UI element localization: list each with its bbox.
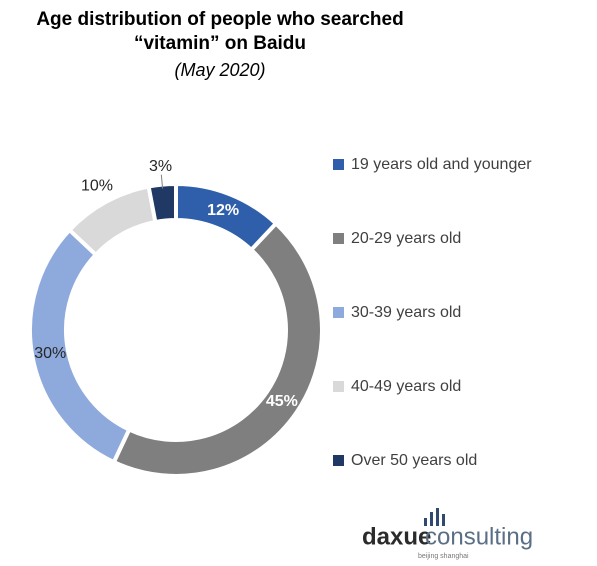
legend-swatch (333, 159, 344, 170)
donut-segment (66, 184, 158, 258)
logo-icon (424, 508, 445, 526)
legend-label: Over 50 years old (351, 452, 477, 469)
legend-swatch (333, 307, 344, 318)
chart-title: Age distribution of people who searched … (36, 9, 404, 54)
leader-line (160, 174, 164, 189)
chart-subtitle: (May 2020) (174, 60, 266, 80)
legend-label: 40-49 years old (351, 378, 461, 395)
data-label: 12% (207, 202, 239, 219)
logo-part2: consulting (425, 523, 533, 550)
legend-swatch (333, 233, 344, 244)
logo-tagline: beijing shanghai (418, 553, 469, 560)
data-label: 3% (149, 158, 172, 175)
legend-label: 30-39 years old (351, 304, 461, 321)
data-label: 10% (81, 178, 113, 195)
logo-part1: daxue (362, 523, 431, 550)
legend-swatch (333, 381, 344, 392)
donut-segment (146, 181, 178, 225)
donut-segment (111, 220, 324, 478)
legend-swatch (333, 455, 344, 466)
data-label: 30% (34, 345, 66, 362)
legend-label: 20-29 years old (351, 230, 461, 247)
legend-label: 19 years old and younger (351, 156, 532, 173)
data-label: 45% (266, 393, 298, 410)
